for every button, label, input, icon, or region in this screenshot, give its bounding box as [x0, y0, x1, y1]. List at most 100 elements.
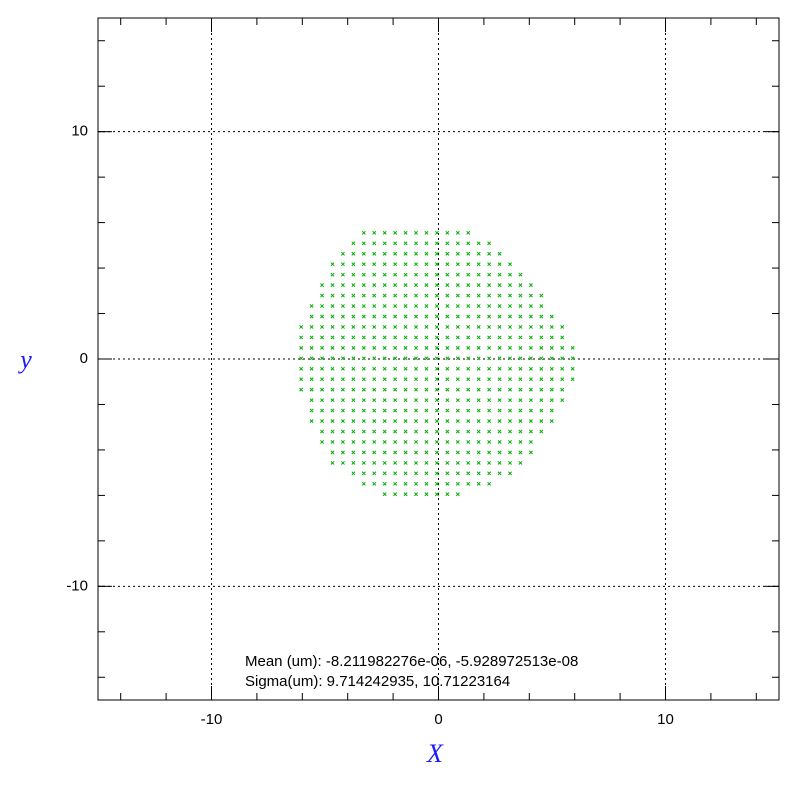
point — [330, 460, 335, 465]
point — [403, 419, 408, 424]
point — [393, 324, 398, 329]
point — [497, 429, 502, 434]
point — [372, 272, 377, 277]
point — [434, 377, 439, 382]
point — [361, 230, 366, 235]
point — [330, 345, 335, 350]
point — [372, 345, 377, 350]
point — [497, 314, 502, 319]
point — [330, 377, 335, 382]
point — [382, 230, 387, 235]
point — [414, 356, 418, 361]
point — [351, 272, 356, 277]
point — [320, 304, 325, 308]
point — [372, 429, 377, 434]
point — [445, 345, 450, 350]
point — [382, 440, 387, 444]
point — [424, 429, 429, 434]
point — [403, 429, 408, 434]
point — [393, 450, 398, 455]
point — [476, 481, 481, 486]
point — [351, 419, 356, 424]
point — [414, 419, 418, 424]
point — [508, 335, 512, 340]
point — [476, 272, 481, 277]
point — [320, 419, 325, 424]
point — [403, 356, 408, 361]
point — [466, 241, 471, 246]
point — [393, 356, 398, 361]
point — [351, 262, 356, 267]
point — [330, 408, 335, 413]
point — [487, 251, 492, 256]
point — [466, 230, 471, 235]
point — [497, 471, 502, 476]
point — [455, 335, 460, 340]
point — [403, 251, 408, 256]
point — [445, 460, 450, 465]
point — [508, 440, 512, 444]
point — [476, 471, 481, 476]
point — [382, 314, 387, 319]
point — [424, 324, 429, 329]
point — [528, 387, 533, 392]
point — [351, 429, 356, 434]
point — [528, 398, 533, 403]
point — [320, 366, 325, 371]
point — [393, 419, 398, 424]
point — [497, 387, 502, 392]
point — [560, 398, 565, 403]
point — [330, 293, 335, 298]
point — [466, 377, 471, 382]
point — [424, 387, 429, 392]
point — [466, 345, 471, 350]
point — [455, 272, 460, 277]
point — [393, 408, 398, 413]
point — [382, 283, 387, 288]
point — [455, 398, 460, 403]
point — [487, 356, 492, 361]
point — [487, 377, 492, 382]
point — [466, 408, 471, 413]
point — [340, 398, 345, 403]
point — [560, 345, 565, 350]
point — [340, 408, 345, 413]
point — [508, 304, 512, 308]
point — [487, 241, 492, 246]
point — [455, 283, 460, 288]
point — [403, 262, 408, 267]
point — [393, 283, 398, 288]
point — [309, 387, 314, 392]
point — [518, 304, 523, 308]
point — [309, 398, 314, 403]
point — [372, 481, 377, 486]
point — [382, 398, 387, 403]
point — [414, 324, 418, 329]
point — [487, 408, 492, 413]
point — [393, 471, 398, 476]
point — [518, 356, 523, 361]
point — [434, 398, 439, 403]
point — [466, 283, 471, 288]
point — [466, 251, 471, 256]
point — [445, 314, 450, 319]
point — [497, 450, 502, 455]
point — [424, 492, 429, 497]
y-axis-title: y — [17, 345, 32, 374]
point — [424, 314, 429, 319]
point — [487, 262, 492, 267]
point — [560, 335, 565, 340]
point — [518, 460, 523, 465]
point — [539, 335, 544, 340]
point — [351, 387, 356, 392]
point — [549, 345, 554, 350]
point — [361, 335, 366, 340]
point — [403, 366, 408, 371]
point — [549, 366, 554, 371]
point — [570, 345, 575, 350]
point — [372, 398, 377, 403]
point — [393, 387, 398, 392]
point — [455, 471, 460, 476]
point — [487, 293, 492, 298]
point — [518, 408, 523, 413]
